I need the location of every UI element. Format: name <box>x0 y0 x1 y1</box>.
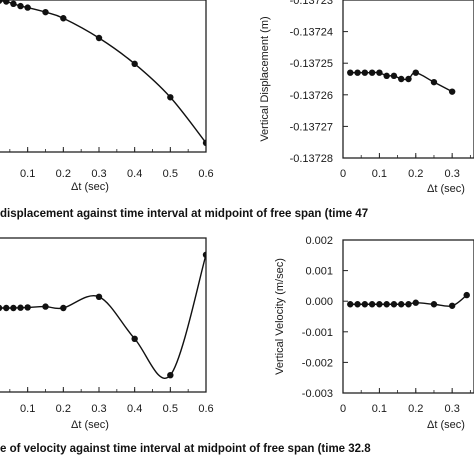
x-tick-label: 0.3 <box>445 403 460 415</box>
x-tick-label: 0.1 <box>372 168 387 180</box>
data-point <box>42 303 49 310</box>
data-point <box>354 69 361 76</box>
data-point <box>0 304 3 312</box>
caption-bottom: e of velocity against time interval at m… <box>0 443 371 455</box>
y-axis-label: Vertical Velocity (m/sec) <box>274 258 286 375</box>
series-line <box>0 0 206 144</box>
data-point <box>202 251 206 258</box>
data-point <box>24 4 31 11</box>
data-point <box>390 72 398 80</box>
plot-frame <box>0 237 207 393</box>
x-axis-label: Δt (sec) <box>427 419 465 431</box>
data-point <box>361 301 369 308</box>
data-point <box>347 301 354 308</box>
data-point <box>24 304 31 311</box>
data-point <box>412 69 419 76</box>
data-point <box>368 69 376 76</box>
x-axis-label: Δt (sec) <box>71 181 109 193</box>
data-point <box>376 301 383 308</box>
data-point <box>405 301 412 308</box>
data-point <box>3 304 10 312</box>
x-tick-label: 0.2 <box>56 403 71 415</box>
y-tick-label: -0.003 <box>302 388 333 400</box>
x-tick-label: 0.4 <box>127 168 142 180</box>
y-tick-label: -0.002 <box>302 357 333 369</box>
data-point <box>430 78 438 86</box>
data-point <box>361 69 369 76</box>
x-tick-label: 0 <box>340 168 346 180</box>
caption-top: displacement against time interval at mi… <box>0 208 368 220</box>
data-point <box>390 301 398 308</box>
chart-panel-4: 0 0.1 0.2 0.3 0.002 0.001 0.000 -0.001 -0.002 -0.… <box>274 235 474 431</box>
data-point <box>131 335 138 342</box>
data-point <box>17 304 24 311</box>
data-point <box>167 372 174 379</box>
data-point <box>398 301 405 308</box>
data-point <box>383 72 390 80</box>
data-point <box>3 0 10 5</box>
data-point <box>448 88 456 95</box>
data-point <box>398 75 405 83</box>
x-axis-label: Δt (sec) <box>71 419 109 431</box>
data-point <box>95 293 103 300</box>
series-line <box>0 254 206 379</box>
x-tick-label: 0.1 <box>372 403 387 415</box>
y-tick-label: -0.13723 <box>290 0 333 7</box>
data-point <box>383 301 390 308</box>
y-tick-label: -0.13725 <box>290 58 333 70</box>
y-tick-label: 0.002 <box>305 235 333 247</box>
y-tick-label: -0.13726 <box>290 90 333 102</box>
plot-frame <box>342 239 474 394</box>
x-tick-label: 0.5 <box>163 168 178 180</box>
data-point <box>202 139 206 147</box>
data-point <box>60 15 67 22</box>
data-point <box>347 69 354 76</box>
x-tick-label: 0.6 <box>198 403 213 415</box>
y-tick-label: 0.000 <box>305 296 333 308</box>
x-tick-label: 0.5 <box>163 403 178 415</box>
x-tick-label: 0.2 <box>56 168 71 180</box>
data-point <box>0 0 3 4</box>
x-tick-label: 0.3 <box>91 168 106 180</box>
y-tick-label: -0.13727 <box>290 121 333 133</box>
data-point <box>167 94 174 101</box>
chart-panel-1: 0.1 0.2 0.3 0.4 0.5 0.6 Δt (sec) <box>0 0 214 193</box>
data-point <box>60 304 67 312</box>
y-tick-label: -0.13724 <box>290 27 333 39</box>
plot-frame <box>0 0 207 153</box>
x-tick-label: 0.3 <box>445 168 460 180</box>
data-point <box>42 8 49 16</box>
x-tick-label: 0 <box>340 403 346 415</box>
data-point <box>10 0 17 7</box>
x-tick-label: 0.3 <box>91 403 106 415</box>
x-tick-label: 0.1 <box>20 168 35 180</box>
data-point <box>354 301 361 308</box>
data-point <box>448 302 456 309</box>
data-point <box>412 299 419 306</box>
data-point <box>131 60 138 68</box>
data-point <box>430 301 438 308</box>
data-point <box>95 34 103 42</box>
x-axis-label: Δt (sec) <box>427 183 465 195</box>
data-point <box>17 2 24 10</box>
plot-frame <box>342 0 474 159</box>
y-tick-label: -0.13728 <box>290 153 333 165</box>
x-tick-label: 0.2 <box>408 168 423 180</box>
data-point <box>405 75 412 83</box>
data-point <box>10 304 17 312</box>
y-tick-label: -0.001 <box>302 327 333 339</box>
data-point <box>368 301 376 308</box>
x-tick-label: 0.2 <box>408 403 423 415</box>
x-tick-label: 0.1 <box>20 403 35 415</box>
chart-panel-2: 0 0.1 0.2 0.3 -0.13723 -0.13724 -0.13725 -0.137… <box>259 0 474 195</box>
x-tick-label: 0.6 <box>198 168 213 180</box>
y-tick-label: 0.001 <box>305 266 333 278</box>
data-point <box>463 291 470 299</box>
chart-panel-3: 0.1 0.2 0.3 0.4 0.5 0.6 Δt (sec) <box>0 237 214 431</box>
y-axis-label: Vertical Displacement (m) <box>259 16 271 141</box>
x-tick-label: 0.4 <box>127 403 142 415</box>
data-point <box>376 69 383 76</box>
